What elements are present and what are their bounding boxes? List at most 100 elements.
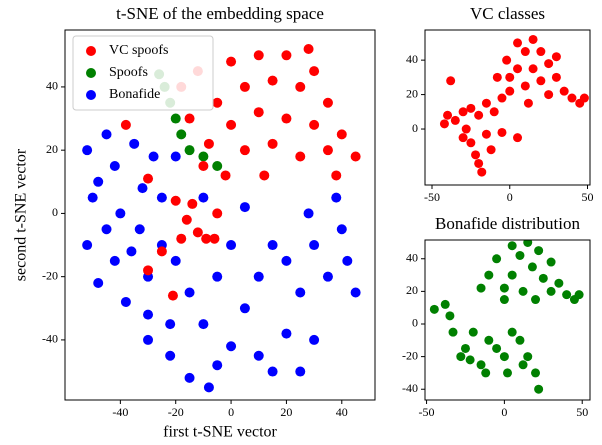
point <box>513 38 523 48</box>
point <box>170 151 181 162</box>
point <box>109 255 120 266</box>
point <box>226 119 237 130</box>
plot-area <box>439 34 589 177</box>
point <box>82 145 93 156</box>
point <box>187 198 198 209</box>
point <box>460 343 470 353</box>
point <box>281 113 292 124</box>
point <box>450 115 460 125</box>
x-tick-label: 0 <box>507 190 513 204</box>
point <box>515 250 525 260</box>
point <box>281 50 292 61</box>
axes-frame <box>424 239 591 401</box>
point <box>192 227 203 238</box>
point <box>212 97 223 108</box>
point <box>331 170 342 181</box>
point <box>101 129 112 140</box>
point <box>551 72 561 82</box>
point <box>544 59 554 69</box>
point <box>474 158 484 168</box>
point <box>481 368 491 378</box>
x-tick-label: 50 <box>576 405 588 419</box>
point <box>253 107 264 118</box>
point <box>126 246 137 257</box>
point <box>445 311 455 321</box>
y-tick-label: 0 <box>412 316 418 330</box>
point <box>181 214 192 225</box>
legend: VC spoofs Spoofs Bonafide <box>72 35 214 111</box>
point <box>331 192 342 203</box>
point <box>481 129 491 139</box>
point <box>322 145 333 156</box>
point <box>82 240 93 251</box>
legend-label: Bonafide <box>109 87 160 102</box>
x-tick-label: 40 <box>336 405 348 419</box>
point <box>520 47 530 57</box>
x-tick-label: 0 <box>501 405 507 419</box>
point <box>239 202 250 213</box>
y-tick-label: -20 <box>402 348 418 362</box>
y-tick-label: 20 <box>406 283 418 297</box>
point <box>523 98 533 108</box>
point <box>129 138 140 149</box>
point <box>165 319 176 330</box>
point <box>497 93 507 103</box>
point <box>528 64 538 74</box>
point <box>466 138 476 148</box>
point <box>443 110 453 120</box>
x-tick-label: 20 <box>280 405 292 419</box>
point <box>503 368 512 378</box>
point <box>295 151 306 162</box>
point <box>492 254 502 264</box>
y-tick-label: 40 <box>46 79 58 93</box>
point <box>544 90 554 100</box>
point <box>536 47 546 57</box>
point <box>534 384 544 394</box>
point <box>481 98 491 108</box>
point <box>212 360 223 371</box>
legend-box <box>72 35 214 111</box>
point <box>554 278 564 288</box>
point <box>336 129 347 140</box>
point <box>87 192 98 203</box>
point <box>184 113 195 124</box>
point <box>295 81 306 92</box>
point <box>567 93 577 103</box>
point <box>137 183 148 194</box>
y-tick-label: -40 <box>42 332 58 346</box>
point <box>226 240 237 251</box>
point <box>528 34 538 44</box>
point <box>253 350 264 361</box>
point <box>499 295 509 305</box>
plot-area <box>429 240 584 394</box>
y-tick-label: 40 <box>406 251 418 265</box>
point <box>212 208 223 219</box>
point <box>220 170 231 181</box>
point <box>546 286 556 296</box>
point <box>267 240 278 251</box>
point <box>518 360 528 370</box>
x-tick-label: -50 <box>424 190 440 204</box>
point <box>492 72 502 82</box>
point <box>156 246 167 257</box>
legend-label: Spoofs <box>109 65 148 80</box>
y-tick-label: 20 <box>406 86 418 100</box>
point <box>120 119 131 130</box>
point <box>101 224 112 235</box>
point <box>226 56 237 67</box>
point <box>523 352 533 362</box>
point <box>198 151 209 162</box>
point <box>474 110 484 120</box>
point <box>309 119 320 130</box>
plot-area <box>82 43 361 393</box>
point <box>143 173 154 184</box>
point <box>198 160 209 171</box>
point <box>534 246 544 256</box>
point <box>209 233 220 244</box>
point <box>546 257 556 267</box>
point <box>281 255 292 266</box>
point <box>513 133 523 143</box>
point <box>115 208 126 219</box>
point <box>465 355 475 365</box>
